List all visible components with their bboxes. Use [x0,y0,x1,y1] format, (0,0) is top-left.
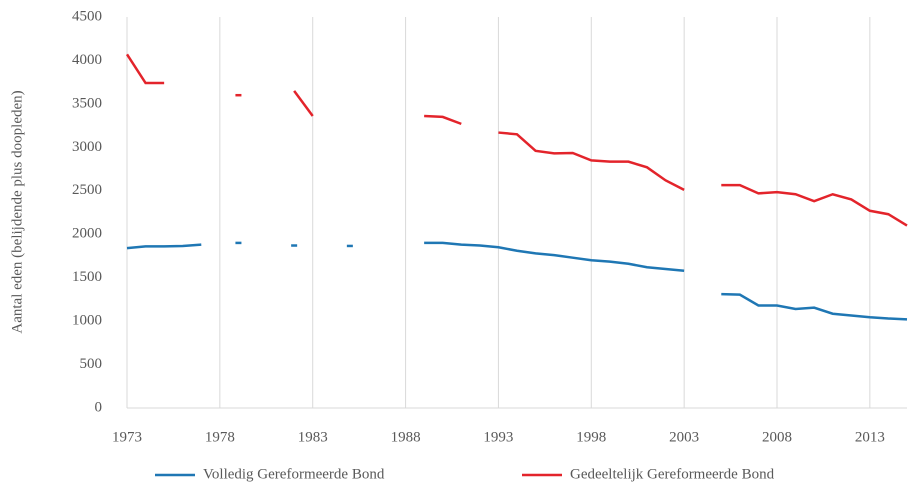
series-line [126,243,202,250]
x-tick-label: 1988 [391,429,421,445]
x-tick-label: 1978 [205,429,235,445]
x-tick-label: 2008 [762,429,792,445]
y-tick-label: 3500 [72,95,102,111]
x-tick-label: 1973 [112,429,142,445]
y-tick-label: 1000 [72,313,102,329]
legend-label: Gedeeltelijk Gereformeerde Bond [570,466,775,482]
series-line [125,53,165,85]
series-line [424,114,462,126]
legend-label: Volledig Gereformeerde Bond [203,466,385,482]
y-tick-label: 1500 [72,269,102,285]
x-tick-label: 2003 [669,429,699,445]
x-tick-label: 1993 [483,429,513,445]
y-tick-label: 3000 [72,139,102,155]
series-line [498,131,685,192]
y-tick-label: 2000 [72,226,102,242]
series-line [293,90,314,117]
series-line [721,292,908,321]
y-tick-label: 4000 [72,52,102,68]
series-line [721,183,908,227]
y-tick-label: 0 [95,399,103,415]
series-line [424,241,685,272]
x-tick-label: 1998 [576,429,606,445]
x-tick-label: 1983 [298,429,328,445]
y-axis-title: Aantal eden (belijdende plus doopleden) [9,90,25,333]
y-tick-label: 4500 [72,8,102,24]
y-tick-label: 2500 [72,182,102,198]
x-tick-label: 2013 [855,429,885,445]
y-tick-label: 500 [80,356,103,372]
